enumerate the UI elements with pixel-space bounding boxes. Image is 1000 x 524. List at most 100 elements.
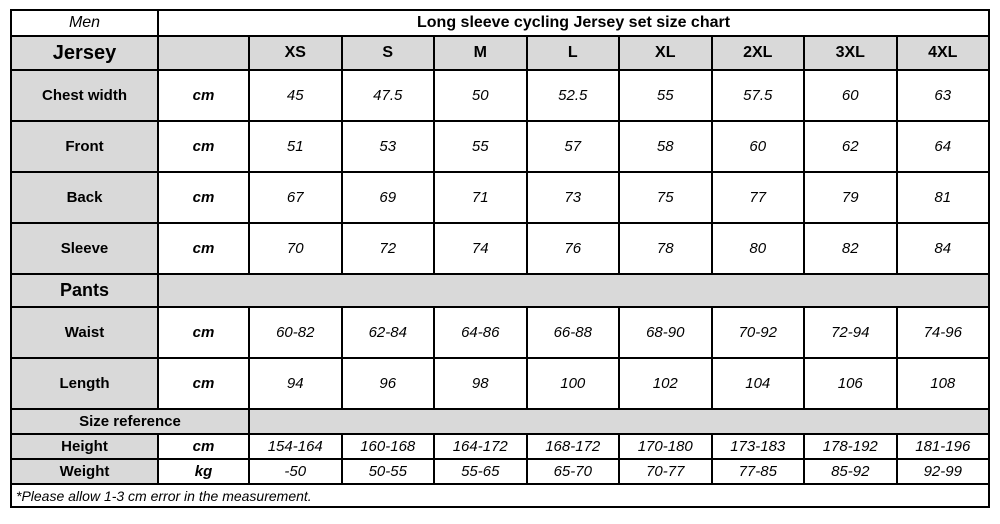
value-cell: 92-99 <box>895 458 991 485</box>
table-row-chest-width: Chest width cm 45 47.5 50 52.5 55 57.5 6… <box>10 69 991 122</box>
value-cell: 75 <box>618 171 713 224</box>
value-cell: 80 <box>710 222 805 275</box>
unit-cell: cm <box>157 222 250 275</box>
row-label-waist: Waist <box>10 306 159 359</box>
value-cell: 96 <box>340 357 435 410</box>
value-cell: 50 <box>433 69 528 122</box>
unit-cell: cm <box>157 306 250 359</box>
value-cell: 70-77 <box>618 458 713 485</box>
value-cell: 85-92 <box>803 458 898 485</box>
value-cell: 55-65 <box>433 458 528 485</box>
row-label-height: Height <box>10 433 159 460</box>
unit-cell: cm <box>157 433 250 460</box>
value-cell: -50 <box>248 458 343 485</box>
value-cell: 64-86 <box>433 306 528 359</box>
value-cell: 74 <box>433 222 528 275</box>
size-header-s: S <box>340 35 435 71</box>
value-cell: 77-85 <box>710 458 805 485</box>
value-cell: 62-84 <box>340 306 435 359</box>
value-cell: 73 <box>525 171 620 224</box>
value-cell: 70-92 <box>710 306 805 359</box>
value-cell: 50-55 <box>340 458 435 485</box>
size-header-xs: XS <box>248 35 343 71</box>
row-label-weight: Weight <box>10 458 159 485</box>
value-cell: 68-90 <box>618 306 713 359</box>
value-cell: 154-164 <box>248 433 343 460</box>
section-label-pants: Pants <box>10 273 159 308</box>
section-label-jersey: Jersey <box>10 35 159 71</box>
table-row-height: Height cm 154-164 160-168 164-172 168-17… <box>10 433 991 460</box>
title-row: Men Long sleeve cycling Jersey set size … <box>10 9 991 37</box>
size-header-m: M <box>433 35 528 71</box>
value-cell: 71 <box>433 171 528 224</box>
size-reference-header-row: Size reference <box>10 408 991 435</box>
value-cell: 58 <box>618 120 713 173</box>
table-row-front: Front cm 51 53 55 57 58 60 62 64 <box>10 120 991 173</box>
unit-cell: cm <box>157 120 250 173</box>
table-row-weight: Weight kg -50 50-55 55-65 65-70 70-77 77… <box>10 458 991 485</box>
value-cell: 160-168 <box>340 433 435 460</box>
value-cell: 106 <box>803 357 898 410</box>
value-cell: 164-172 <box>433 433 528 460</box>
size-header-4xl: 4XL <box>895 35 991 71</box>
value-cell: 64 <box>895 120 991 173</box>
unit-cell: cm <box>157 171 250 224</box>
value-cell: 57 <box>525 120 620 173</box>
jersey-header-row: Jersey XS S M L XL 2XL 3XL 4XL <box>10 35 991 71</box>
value-cell: 170-180 <box>618 433 713 460</box>
value-cell: 78 <box>618 222 713 275</box>
value-cell: 181-196 <box>895 433 991 460</box>
unit-header-empty-cell <box>157 35 250 71</box>
size-reference-empty-cell <box>247 408 991 435</box>
row-label-length: Length <box>10 357 159 410</box>
value-cell: 53 <box>340 120 435 173</box>
value-cell: 77 <box>710 171 805 224</box>
value-cell: 178-192 <box>803 433 898 460</box>
value-cell: 47.5 <box>340 69 435 122</box>
value-cell: 94 <box>248 357 343 410</box>
value-cell: 62 <box>803 120 898 173</box>
size-header-xl: XL <box>618 35 713 71</box>
value-cell: 79 <box>803 171 898 224</box>
value-cell: 74-96 <box>895 306 991 359</box>
size-header-3xl: 3XL <box>803 35 898 71</box>
value-cell: 69 <box>340 171 435 224</box>
value-cell: 84 <box>895 222 991 275</box>
value-cell: 72-94 <box>803 306 898 359</box>
value-cell: 104 <box>710 357 805 410</box>
value-cell: 66-88 <box>525 306 620 359</box>
footnote-text: *Please allow 1-3 cm error in the measur… <box>9 483 991 508</box>
value-cell: 173-183 <box>710 433 805 460</box>
value-cell: 63 <box>895 69 991 122</box>
value-cell: 168-172 <box>525 433 620 460</box>
value-cell: 60 <box>803 69 898 122</box>
value-cell: 72 <box>340 222 435 275</box>
size-chart-table: Men Long sleeve cycling Jersey set size … <box>9 9 991 508</box>
table-row-length: Length cm 94 96 98 100 102 104 106 108 <box>10 357 991 410</box>
table-row-sleeve: Sleeve cm 70 72 74 76 78 80 82 84 <box>10 222 991 275</box>
gender-label: Men <box>10 9 159 37</box>
footnote-row: *Please allow 1-3 cm error in the measur… <box>9 483 991 508</box>
value-cell: 70 <box>248 222 343 275</box>
value-cell: 67 <box>248 171 343 224</box>
value-cell: 55 <box>618 69 713 122</box>
value-cell: 60-82 <box>248 306 343 359</box>
value-cell: 76 <box>525 222 620 275</box>
unit-cell: kg <box>157 458 250 485</box>
pants-header-row: Pants <box>10 273 991 308</box>
value-cell: 57.5 <box>710 69 805 122</box>
row-label-sleeve: Sleeve <box>10 222 159 275</box>
row-label-back: Back <box>10 171 159 224</box>
value-cell: 55 <box>433 120 528 173</box>
value-cell: 45 <box>248 69 343 122</box>
unit-cell: cm <box>157 69 250 122</box>
row-label-chest-width: Chest width <box>10 69 159 122</box>
table-row-back: Back cm 67 69 71 73 75 77 79 81 <box>10 171 991 224</box>
chart-title: Long sleeve cycling Jersey set size char… <box>156 9 991 37</box>
size-header-2xl: 2XL <box>710 35 805 71</box>
value-cell: 52.5 <box>525 69 620 122</box>
value-cell: 51 <box>248 120 343 173</box>
value-cell: 102 <box>618 357 713 410</box>
value-cell: 65-70 <box>525 458 620 485</box>
